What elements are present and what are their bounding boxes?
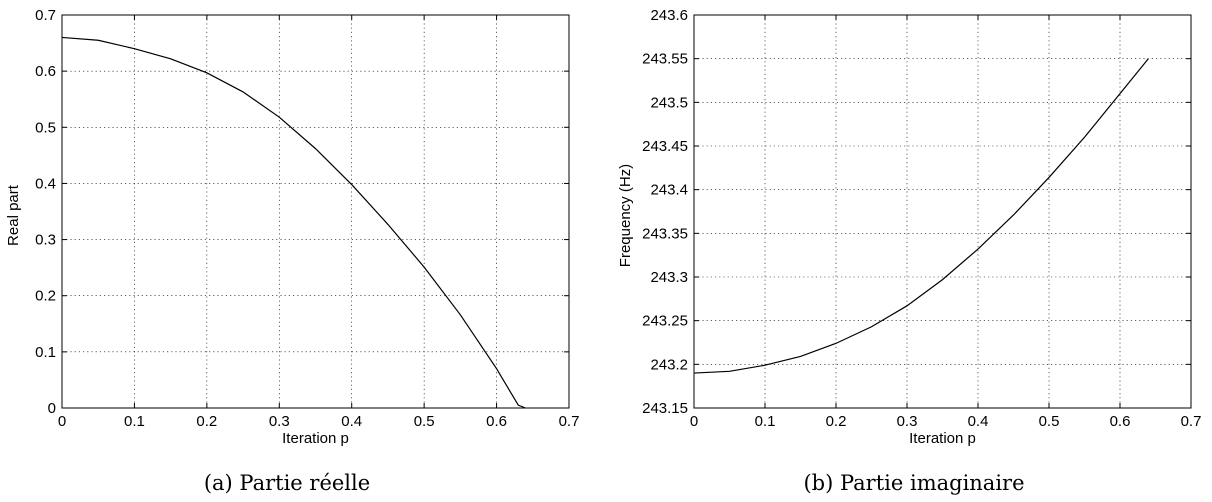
y-tick-label: 243.15 — [642, 400, 688, 417]
x-axis-label: Iteration p — [909, 430, 976, 447]
y-tick-label: 243.2 — [650, 356, 688, 373]
y-tick-label: 0.6 — [35, 63, 56, 80]
y-tick-label: 0.5 — [35, 119, 56, 136]
x-tick-label: 0.4 — [968, 413, 989, 430]
chart-imaginary-part: 0 0.1 0.2 0.3 0.4 0.5 0.6 0.7 243.15 243.2 243.25 2… — [617, 7, 1201, 495]
x-tick-label: 0.6 — [486, 413, 507, 430]
y-tick-label: 243.5 — [650, 94, 688, 111]
y-tick-label: 0.4 — [35, 175, 56, 192]
x-tick-label: 0.1 — [755, 413, 776, 430]
x-tick-label: 0.3 — [269, 413, 290, 430]
x-tick-label: 0 — [690, 413, 698, 430]
plot-frame — [61, 14, 570, 409]
y-tick-label: 243.25 — [642, 313, 688, 330]
x-tick-label: 0 — [58, 413, 66, 430]
x-tick-label: 0.7 — [559, 413, 580, 430]
y-tick-label: 243.55 — [642, 51, 688, 68]
x-tick-label: 0.2 — [826, 413, 847, 430]
x-tick-label: 0.6 — [1110, 413, 1131, 430]
x-tick-label: 0.3 — [897, 413, 918, 430]
y-axis-label: Frequency (Hz) — [617, 164, 634, 267]
y-tick-label: 0.2 — [35, 288, 56, 305]
chart-real-part: 0 0.1 0.2 0.3 0.4 0.5 0.6 0.7 0 0.1 0.2 0.3 0.4 0.5 0.… — [5, 7, 579, 495]
y-tick-label: 243.3 — [650, 269, 688, 286]
x-axis-label: Iteration p — [282, 430, 349, 447]
x-tick-label: 0.7 — [1181, 413, 1202, 430]
series-line — [61, 36, 526, 409]
series-line — [693, 58, 1149, 374]
y-tick-label: 243.4 — [650, 182, 688, 199]
y-axis-label: Real part — [5, 184, 22, 246]
x-tick-label: 0.1 — [124, 413, 145, 430]
plot-frame — [693, 14, 1192, 409]
x-tick-label: 0.2 — [196, 413, 217, 430]
y-tick-label: 243.35 — [642, 225, 688, 242]
y-tick-label: 0.7 — [35, 7, 56, 24]
chart-caption: (b) Partie imaginaire — [803, 471, 1024, 495]
x-tick-label: 0.5 — [1039, 413, 1060, 430]
y-tick-label: 0 — [48, 400, 56, 417]
y-tick-label: 243.6 — [650, 7, 688, 24]
x-tick-label: 0.4 — [341, 413, 362, 430]
y-tick-label: 243.45 — [642, 138, 688, 155]
y-tick-label: 0.1 — [35, 344, 56, 361]
x-tick-label: 0.5 — [414, 413, 435, 430]
y-tick-label: 0.3 — [35, 232, 56, 249]
chart-caption: (a) Partie réelle — [204, 471, 370, 495]
